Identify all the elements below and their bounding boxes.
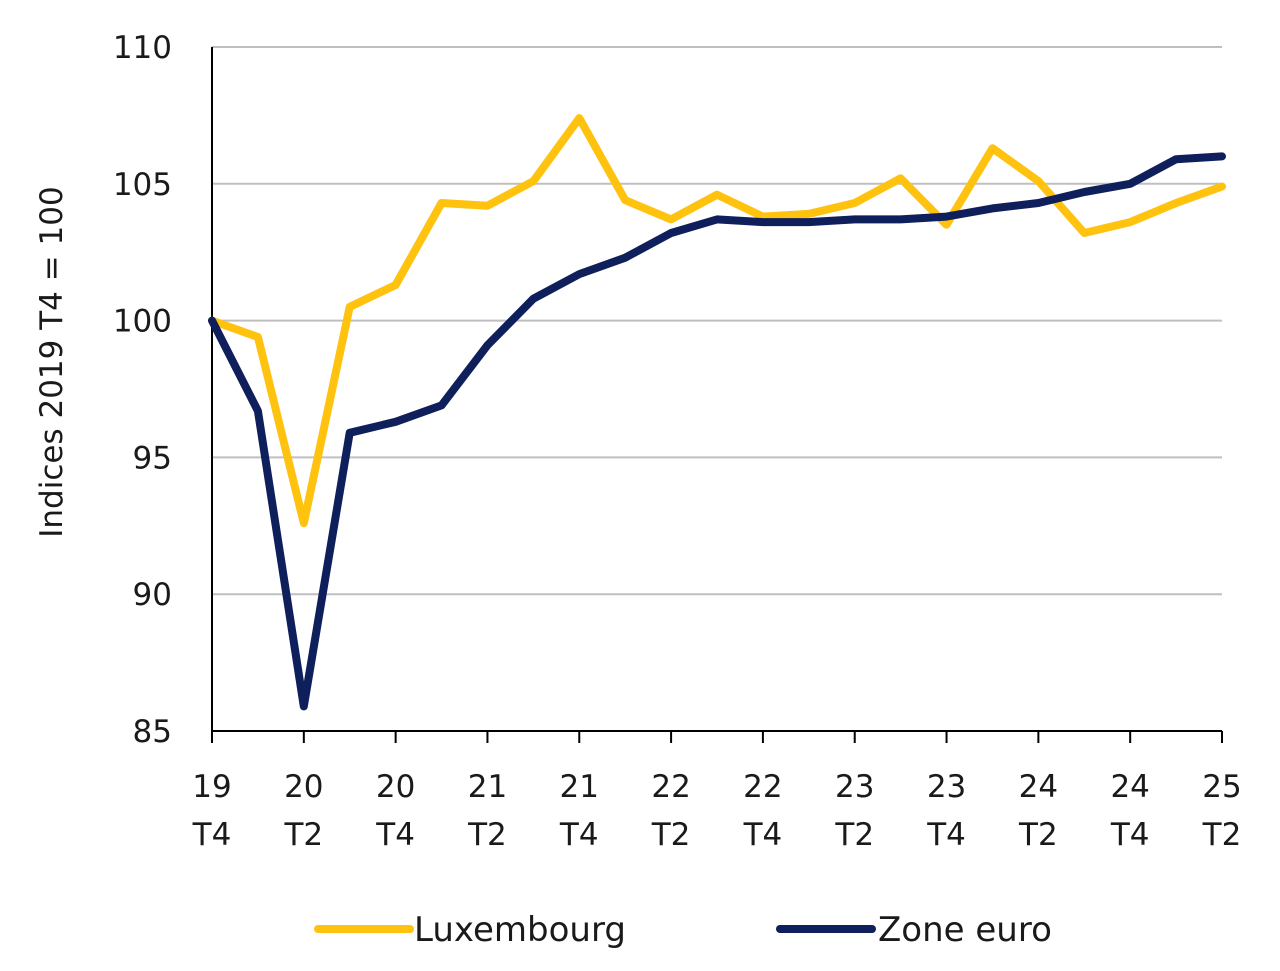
x-tick-label-quarter: T4 xyxy=(375,817,415,853)
x-tick-label-year: 24 xyxy=(1019,769,1058,805)
x-tick-label-quarter: T2 xyxy=(283,817,323,853)
y-axis-title: Indices 2019 T4 = 100 xyxy=(34,186,70,537)
y-tick-label: 110 xyxy=(113,30,172,66)
x-tick-label-quarter: T4 xyxy=(743,817,783,853)
y-tick-label: 90 xyxy=(133,577,172,613)
x-tick-label-quarter: T2 xyxy=(834,817,874,853)
x-tick-label-year: 23 xyxy=(835,769,874,805)
gridlines xyxy=(212,46,1222,596)
axes xyxy=(211,47,1223,743)
x-tick-label-year: 21 xyxy=(560,769,599,805)
x-tick-label-year: 20 xyxy=(376,769,415,805)
x-tick-label-quarter: T4 xyxy=(559,817,599,853)
series-lines xyxy=(208,114,1226,711)
y-tick-label: 105 xyxy=(113,167,172,203)
legend-label-0: Luxembourg xyxy=(414,910,626,950)
x-tick-label-year: 22 xyxy=(651,769,690,805)
x-tick-label-year: 20 xyxy=(284,769,323,805)
x-tick-label-quarter: T4 xyxy=(926,817,966,853)
y-tick-label: 95 xyxy=(133,440,172,476)
legend: Luxembourg Zone euro xyxy=(314,910,1052,950)
x-tick-label-year: 25 xyxy=(1202,769,1241,805)
x-tick-label-year: 22 xyxy=(743,769,782,805)
x-tick-label-quarter: T2 xyxy=(467,817,507,853)
x-tick-label-quarter: T2 xyxy=(1202,817,1242,853)
x-tick-label-year: 24 xyxy=(1110,769,1149,805)
y-tick-label: 100 xyxy=(113,304,172,340)
x-tick-label-quarter: T4 xyxy=(1110,817,1150,853)
x-tick-label-year: 21 xyxy=(468,769,507,805)
x-tick-label-quarter: T4 xyxy=(192,817,232,853)
x-tick-label-quarter: T2 xyxy=(1018,817,1058,853)
x-tick-label-year: 23 xyxy=(927,769,966,805)
tick-labels: 85 90 95 100 105 110 19 T4 20 T2 20 T4 21 T2 21 T4 22 T2 2… xyxy=(113,30,1242,853)
legend-label-1: Zone euro xyxy=(878,910,1052,950)
x-tick-label-quarter: T2 xyxy=(651,817,691,853)
series-line-zone-euro xyxy=(208,152,1226,711)
x-tick-label-year: 19 xyxy=(192,769,231,805)
y-tick-label: 85 xyxy=(133,714,172,750)
